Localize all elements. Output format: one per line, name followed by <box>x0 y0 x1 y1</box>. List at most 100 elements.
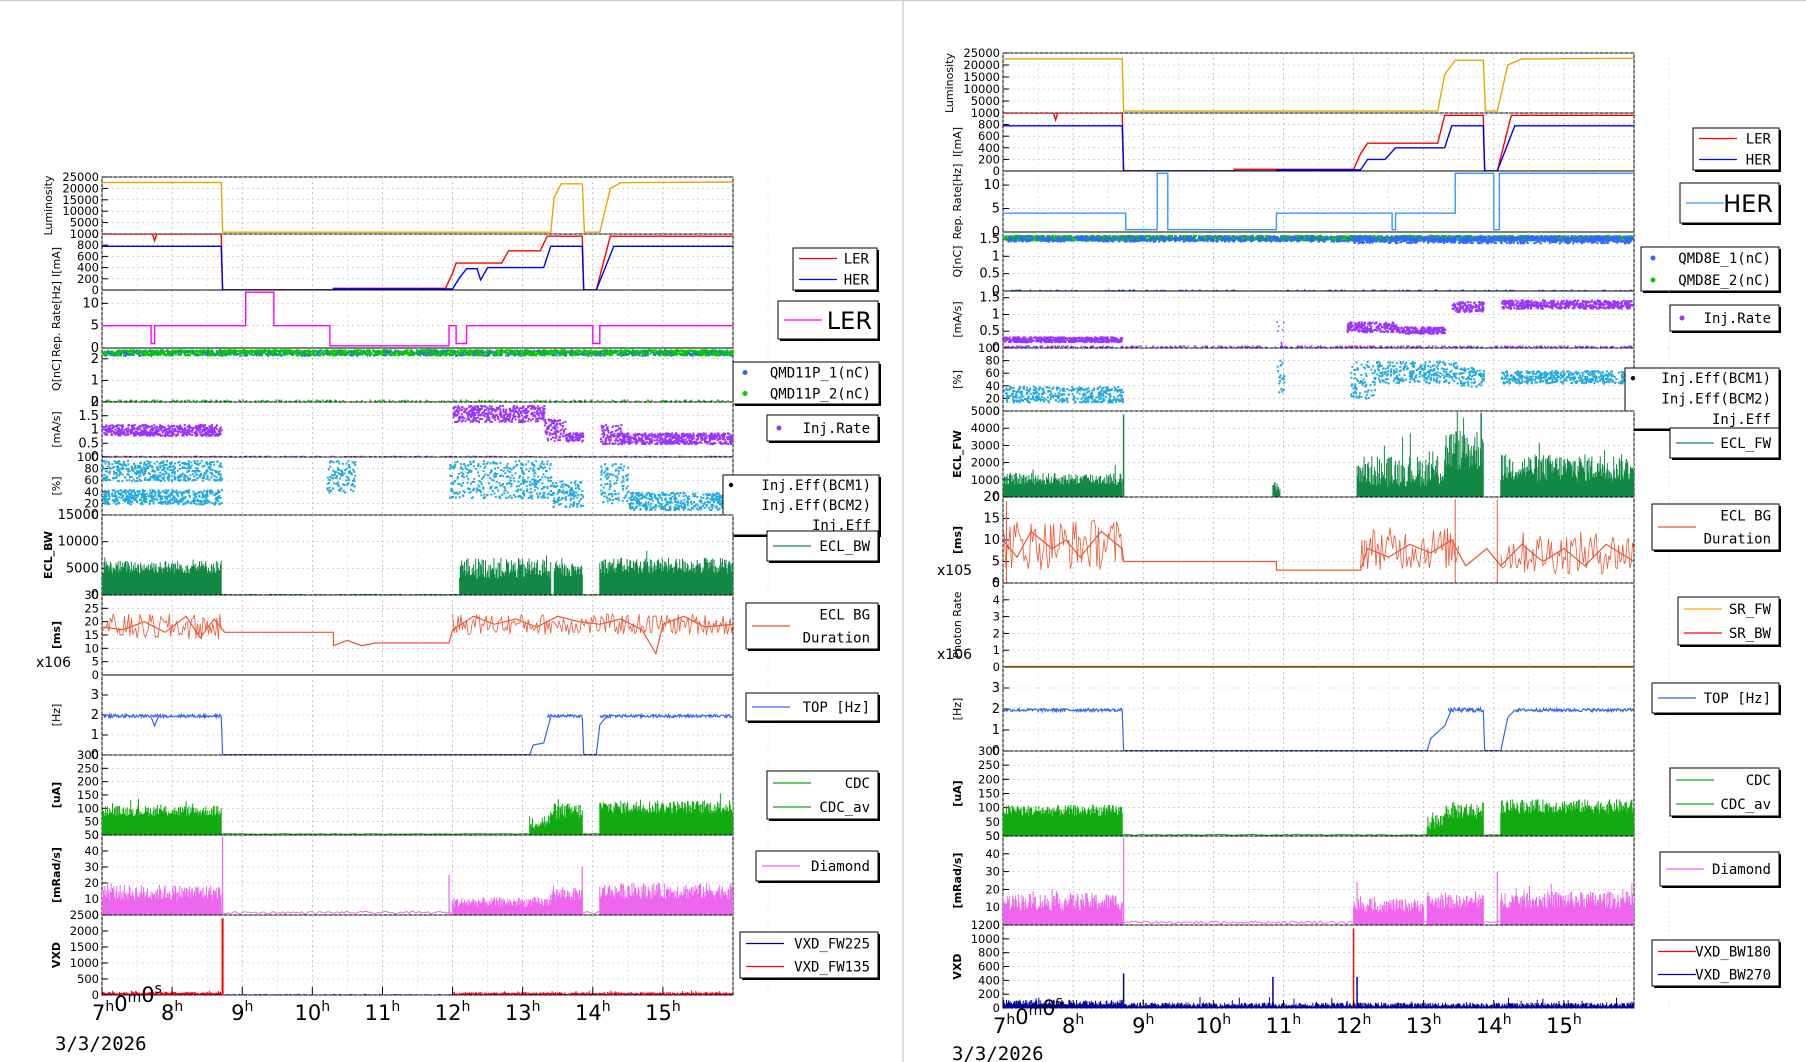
q2-point <box>394 349 397 352</box>
q2-point <box>358 349 361 352</box>
inj-rate-point <box>183 427 186 430</box>
q2-low-point <box>115 400 117 402</box>
q2-point <box>123 354 125 357</box>
inj-rate-point <box>163 428 166 431</box>
q2-point <box>583 353 586 356</box>
q2-point <box>706 352 709 355</box>
q2-point <box>135 352 138 355</box>
inj-rate-point <box>499 405 502 408</box>
inj-rate-point <box>132 424 135 427</box>
inj-rate-point <box>198 431 201 434</box>
q2-low-point <box>583 400 586 402</box>
inj-rate-point <box>133 424 136 427</box>
inj-rate-point <box>136 426 139 429</box>
inj-rate-point <box>533 405 536 408</box>
q1-point <box>467 352 470 354</box>
inj-rate-point <box>150 428 153 431</box>
inj-rate-point <box>543 424 546 427</box>
q2-low-point <box>388 400 391 402</box>
q2-point <box>289 349 292 352</box>
q2-low-point <box>173 400 176 402</box>
inj-rate-point <box>532 407 535 410</box>
inj-rate-point <box>685 441 688 444</box>
q2-point <box>386 353 389 356</box>
inj-rate-point <box>675 436 677 439</box>
q2-low-point <box>578 400 580 402</box>
inj-rate-point <box>111 424 114 427</box>
inj-rate-point <box>206 432 209 435</box>
q2-point <box>673 352 676 355</box>
q2-low-point <box>542 400 544 402</box>
inj-rate-point <box>600 440 603 443</box>
q2-point <box>121 351 124 354</box>
inj-rate-point <box>488 417 491 420</box>
q2-low-point <box>573 399 575 402</box>
inj-rate-point <box>165 431 168 434</box>
q2-low-point <box>153 399 156 402</box>
inj-rate-point <box>641 434 644 437</box>
q2-point <box>353 349 356 352</box>
q2-point <box>372 354 375 357</box>
inj-rate-point <box>678 443 681 445</box>
q2-point <box>552 350 555 352</box>
q1-point <box>322 351 325 354</box>
q1-point <box>344 354 347 356</box>
legend-shadow <box>877 250 879 292</box>
inj-rate-point <box>490 410 493 413</box>
q2-point <box>441 353 444 356</box>
inj-rate-point <box>723 435 726 438</box>
inj-rate-point <box>517 411 520 414</box>
q2-point <box>295 353 297 356</box>
inj-rate-point <box>467 418 470 421</box>
q1-point <box>487 353 489 355</box>
inj-rate-point <box>472 406 475 409</box>
inj-rate-point <box>213 434 216 437</box>
q2-point <box>184 354 187 357</box>
q2-low-point <box>383 399 385 402</box>
inj-rate-point <box>122 431 125 434</box>
inj-rate-point <box>729 441 732 444</box>
q1-point <box>537 350 539 353</box>
q1-point <box>263 351 266 354</box>
q2-point <box>235 350 238 353</box>
series-LER <box>102 291 733 347</box>
inj-rate-point <box>704 435 707 438</box>
inj-rate-point <box>137 427 140 430</box>
inj-rate-point <box>178 428 181 430</box>
q1-point <box>692 355 694 357</box>
y-tick-label: 10000 <box>62 204 99 218</box>
q2-point <box>565 353 568 356</box>
q1-point <box>316 351 318 354</box>
q2-low-point <box>267 400 270 402</box>
inj-rate-point <box>103 431 106 434</box>
q2-point <box>292 351 295 354</box>
inj-rate-point <box>556 431 559 433</box>
q2-point <box>636 350 639 353</box>
q2-point <box>577 351 580 354</box>
q1-point <box>473 353 475 355</box>
inj-rate-point <box>494 418 497 421</box>
q2-point <box>635 352 638 355</box>
inj-rate-point <box>157 429 160 432</box>
inj-rate-point <box>684 440 687 443</box>
q2-low-point <box>484 400 486 402</box>
q2-point <box>709 349 712 352</box>
q2-point <box>171 349 174 352</box>
q2-low-point <box>549 399 552 402</box>
inj-rate-point <box>692 432 695 435</box>
inj-rate-point <box>130 429 133 432</box>
inj-rate-point <box>522 405 525 408</box>
q2-point <box>353 350 356 353</box>
inj-rate-point <box>618 438 621 441</box>
q2-point <box>103 354 106 357</box>
inj-rate-point <box>171 433 174 435</box>
q2-point <box>119 349 121 352</box>
inj-rate-point <box>514 415 517 418</box>
q2-point <box>355 351 358 354</box>
q2-point <box>596 354 598 357</box>
q2-point <box>378 350 381 352</box>
inj-rate-point <box>546 426 549 428</box>
q2-point <box>456 349 459 352</box>
q2-point <box>317 350 320 353</box>
